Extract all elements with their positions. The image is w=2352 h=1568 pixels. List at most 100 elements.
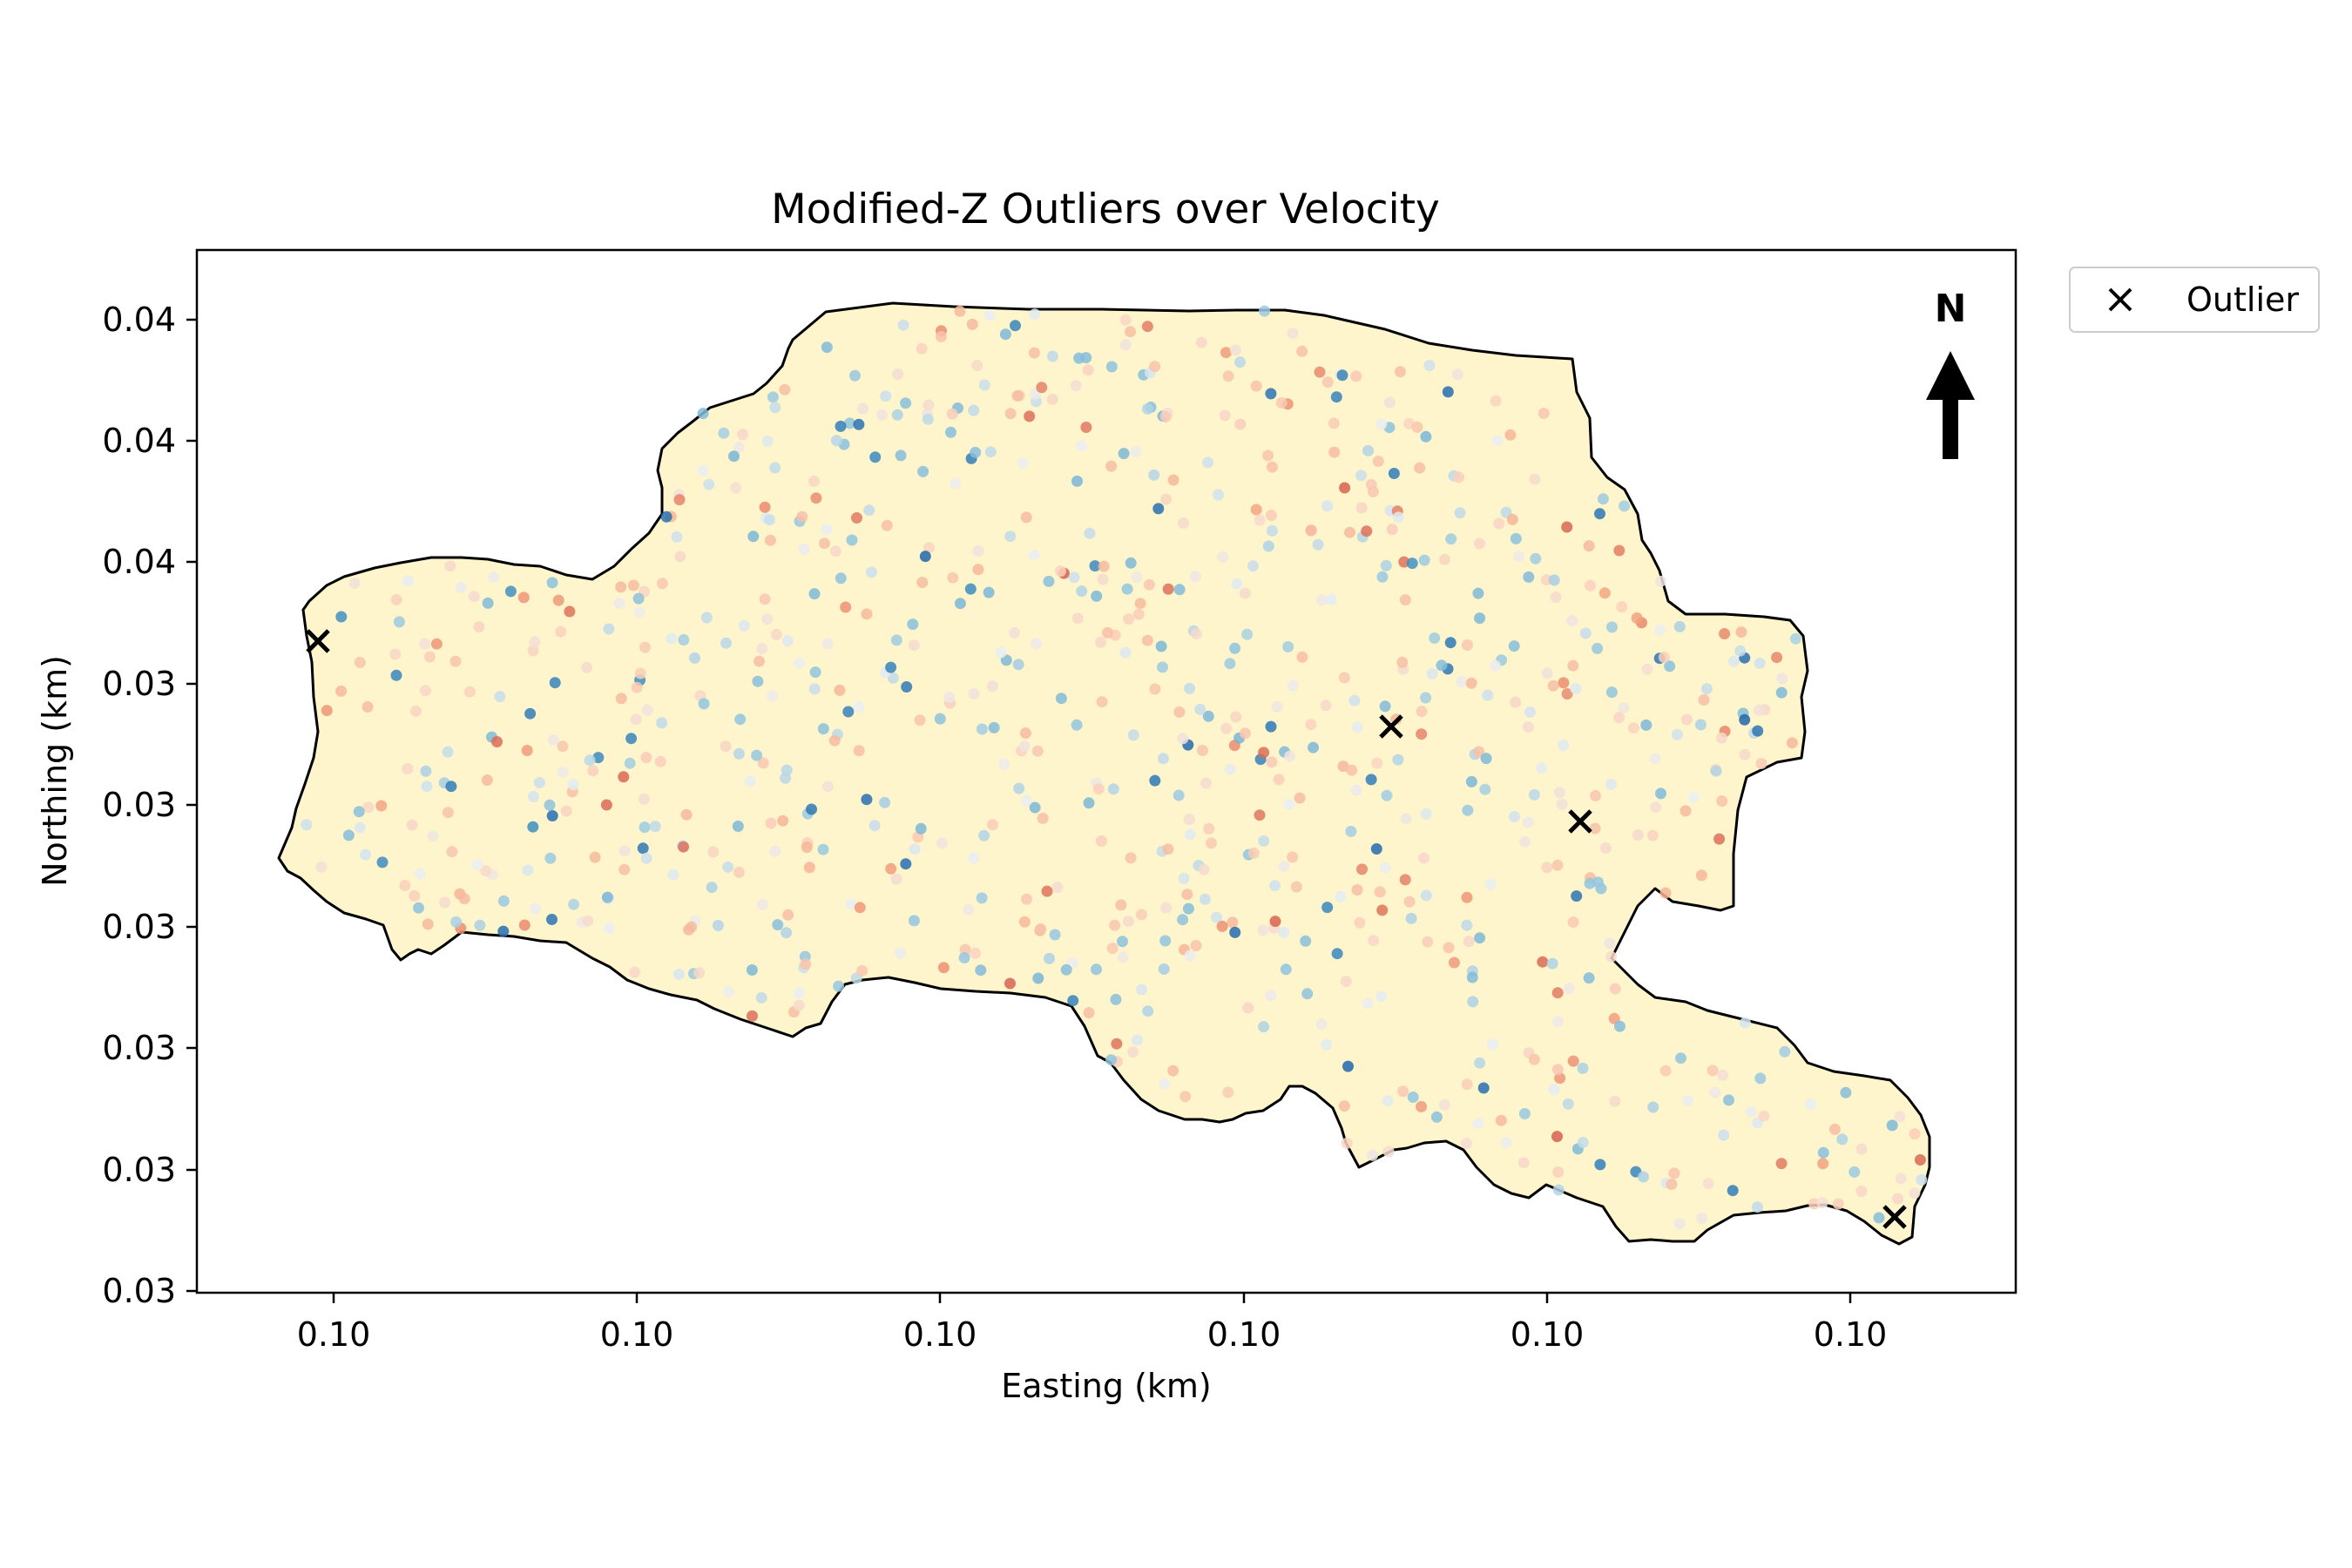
velocity-point bbox=[673, 968, 685, 980]
velocity-point bbox=[917, 465, 929, 477]
velocity-point bbox=[738, 619, 750, 632]
velocity-point bbox=[1049, 929, 1061, 941]
velocity-point bbox=[1220, 347, 1232, 359]
velocity-point bbox=[680, 808, 693, 821]
velocity-point bbox=[1018, 740, 1031, 753]
velocity-point bbox=[1227, 916, 1239, 929]
legend-outlier-label[interactable]: Outlier bbox=[2186, 280, 2299, 319]
velocity-point bbox=[1177, 733, 1189, 745]
velocity-point bbox=[1416, 728, 1428, 740]
velocity-point bbox=[829, 545, 841, 558]
velocity-point bbox=[1466, 971, 1478, 983]
velocity-point bbox=[1339, 482, 1351, 494]
velocity-point bbox=[1474, 537, 1485, 550]
velocity-point bbox=[1229, 344, 1241, 356]
velocity-point bbox=[1258, 747, 1270, 759]
velocity-point bbox=[972, 564, 984, 576]
velocity-point bbox=[589, 851, 601, 863]
north-arrow-label: N bbox=[1935, 287, 1967, 331]
velocity-point bbox=[560, 805, 572, 817]
velocity-point bbox=[1375, 990, 1388, 1003]
velocity-point bbox=[988, 721, 1000, 733]
velocity-point bbox=[697, 408, 709, 420]
velocity-point bbox=[1735, 626, 1747, 639]
velocity-point bbox=[473, 621, 485, 633]
velocity-point bbox=[1673, 1218, 1686, 1230]
velocity-point bbox=[1605, 950, 1618, 963]
outlier-marker bbox=[1379, 714, 1403, 739]
velocity-point bbox=[868, 820, 881, 832]
velocity-point bbox=[1029, 801, 1041, 814]
velocity-point bbox=[1420, 692, 1432, 704]
velocity-point bbox=[1681, 1094, 1693, 1106]
velocity-point bbox=[1567, 1055, 1579, 1067]
velocity-point bbox=[1700, 683, 1713, 695]
legend[interactable]: Outlier bbox=[2069, 267, 2320, 333]
velocity-point bbox=[1044, 952, 1055, 964]
velocity-point bbox=[546, 810, 558, 821]
velocity-point bbox=[1508, 640, 1520, 652]
velocity-point bbox=[983, 309, 996, 321]
velocity-point bbox=[1031, 638, 1042, 650]
velocity-point bbox=[414, 868, 426, 880]
velocity-point bbox=[1076, 585, 1088, 598]
velocity-point bbox=[1095, 835, 1107, 847]
legend-box bbox=[2069, 267, 2320, 333]
velocity-point bbox=[488, 571, 500, 583]
velocity-point bbox=[1456, 676, 1468, 688]
velocity-point bbox=[1043, 575, 1055, 587]
axes-frame bbox=[195, 248, 2017, 1294]
velocity-point bbox=[856, 964, 868, 977]
velocity-point bbox=[781, 635, 794, 647]
velocity-point bbox=[1420, 808, 1432, 820]
velocity-point bbox=[1142, 1005, 1154, 1017]
velocity-point bbox=[518, 919, 531, 931]
velocity-point bbox=[1716, 795, 1728, 808]
velocity-point bbox=[632, 592, 645, 605]
velocity-point bbox=[667, 868, 679, 881]
velocity-point bbox=[1399, 874, 1411, 886]
x-axis-label: Easting (km) bbox=[1001, 1367, 1212, 1405]
velocity-point bbox=[1375, 418, 1388, 430]
velocity-point bbox=[450, 916, 463, 928]
velocity-point bbox=[1117, 951, 1129, 963]
velocity-point bbox=[1392, 754, 1404, 766]
velocity-point bbox=[1028, 549, 1040, 561]
velocity-point bbox=[1173, 789, 1185, 801]
velocity-point bbox=[1000, 654, 1012, 666]
velocity-point bbox=[1287, 679, 1299, 692]
velocity-point bbox=[817, 723, 829, 735]
velocity-point bbox=[1548, 574, 1560, 586]
velocity-point bbox=[1808, 1198, 1821, 1210]
velocity-point bbox=[1029, 308, 1041, 321]
velocity-point bbox=[1096, 696, 1108, 708]
velocity-point bbox=[1160, 493, 1173, 505]
velocity-point bbox=[1141, 321, 1153, 333]
velocity-point bbox=[1671, 728, 1683, 740]
velocity-point bbox=[1379, 700, 1391, 713]
velocity-point bbox=[1111, 1037, 1123, 1050]
velocity-point bbox=[1205, 837, 1217, 849]
velocity-point bbox=[335, 611, 348, 623]
velocity-point bbox=[919, 551, 931, 563]
velocity-point bbox=[1102, 626, 1113, 639]
velocity-point bbox=[1451, 368, 1463, 381]
velocity-point bbox=[1091, 963, 1102, 976]
velocity-point bbox=[1804, 1098, 1816, 1111]
velocity-point bbox=[1177, 914, 1189, 926]
velocity-point bbox=[1598, 587, 1611, 599]
velocity-point bbox=[1563, 983, 1575, 995]
velocity-point bbox=[1751, 1201, 1763, 1213]
velocity-point bbox=[916, 342, 928, 355]
velocity-point bbox=[1080, 422, 1092, 433]
velocity-point bbox=[1443, 942, 1455, 954]
velocity-point bbox=[822, 781, 834, 793]
velocity-point bbox=[1381, 789, 1393, 801]
velocity-point bbox=[1397, 1085, 1409, 1098]
velocity-point bbox=[936, 837, 948, 849]
velocity-point bbox=[1091, 590, 1103, 602]
velocity-point bbox=[1836, 1133, 1848, 1146]
velocity-point bbox=[1448, 956, 1460, 969]
velocity-point bbox=[1013, 782, 1025, 794]
velocity-point bbox=[1616, 601, 1628, 613]
